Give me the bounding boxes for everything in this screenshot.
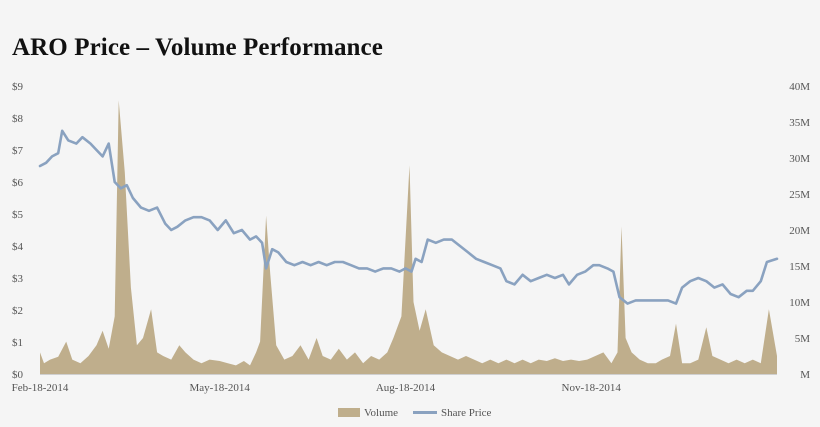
right-tick-label: 25M [789,189,810,201]
right-tick-label: 35M [789,117,810,129]
x-tick-label: Nov-18-2014 [562,382,622,394]
left-tick-label: $7 [12,145,24,157]
right-tick-label: 15M [789,261,810,273]
left-tick-label: $5 [12,209,24,221]
legend-label-price: Share Price [441,407,492,419]
right-tick-label: 5M [795,333,811,345]
x-tick-label: Feb-18-2014 [12,382,69,394]
left-tick-label: $2 [12,305,23,317]
volume-area [40,100,777,375]
chart-title: ARO Price – Volume Performance [12,34,383,61]
left-tick-label: $3 [12,273,24,285]
right-tick-label: 30M [789,153,810,165]
x-axis-ticks: Feb-18-2014 May-18-2014 Aug-18-2014 Nov-18-… [12,382,622,394]
legend: Volume Share Price [338,407,492,419]
left-tick-label: $8 [12,113,24,125]
left-axis-ticks: $0 $1 $2 $3 $4 $5 $6 $7 $8 $9 [12,81,24,381]
right-tick-label: 10M [789,297,810,309]
share-price-line [38,129,779,305]
legend-label-volume: Volume [364,407,398,419]
right-axis-ticks: M 5M 10M 15M 20M 25M 30M 35M 40M [789,81,810,381]
left-tick-label: $9 [12,81,24,93]
right-tick-label: 40M [789,81,810,93]
price-line-layer [38,129,779,305]
x-tick-label: Aug-18-2014 [376,382,436,394]
left-tick-label: $6 [12,177,24,189]
volume-area-layer [40,100,777,375]
legend-swatch-volume [338,408,360,417]
left-tick-label: $1 [12,337,23,349]
left-tick-label: $0 [12,369,24,381]
left-tick-label: $4 [12,241,24,253]
right-tick-label: M [800,369,810,381]
x-tick-label: May-18-2014 [189,382,250,394]
right-tick-label: 20M [789,225,810,237]
